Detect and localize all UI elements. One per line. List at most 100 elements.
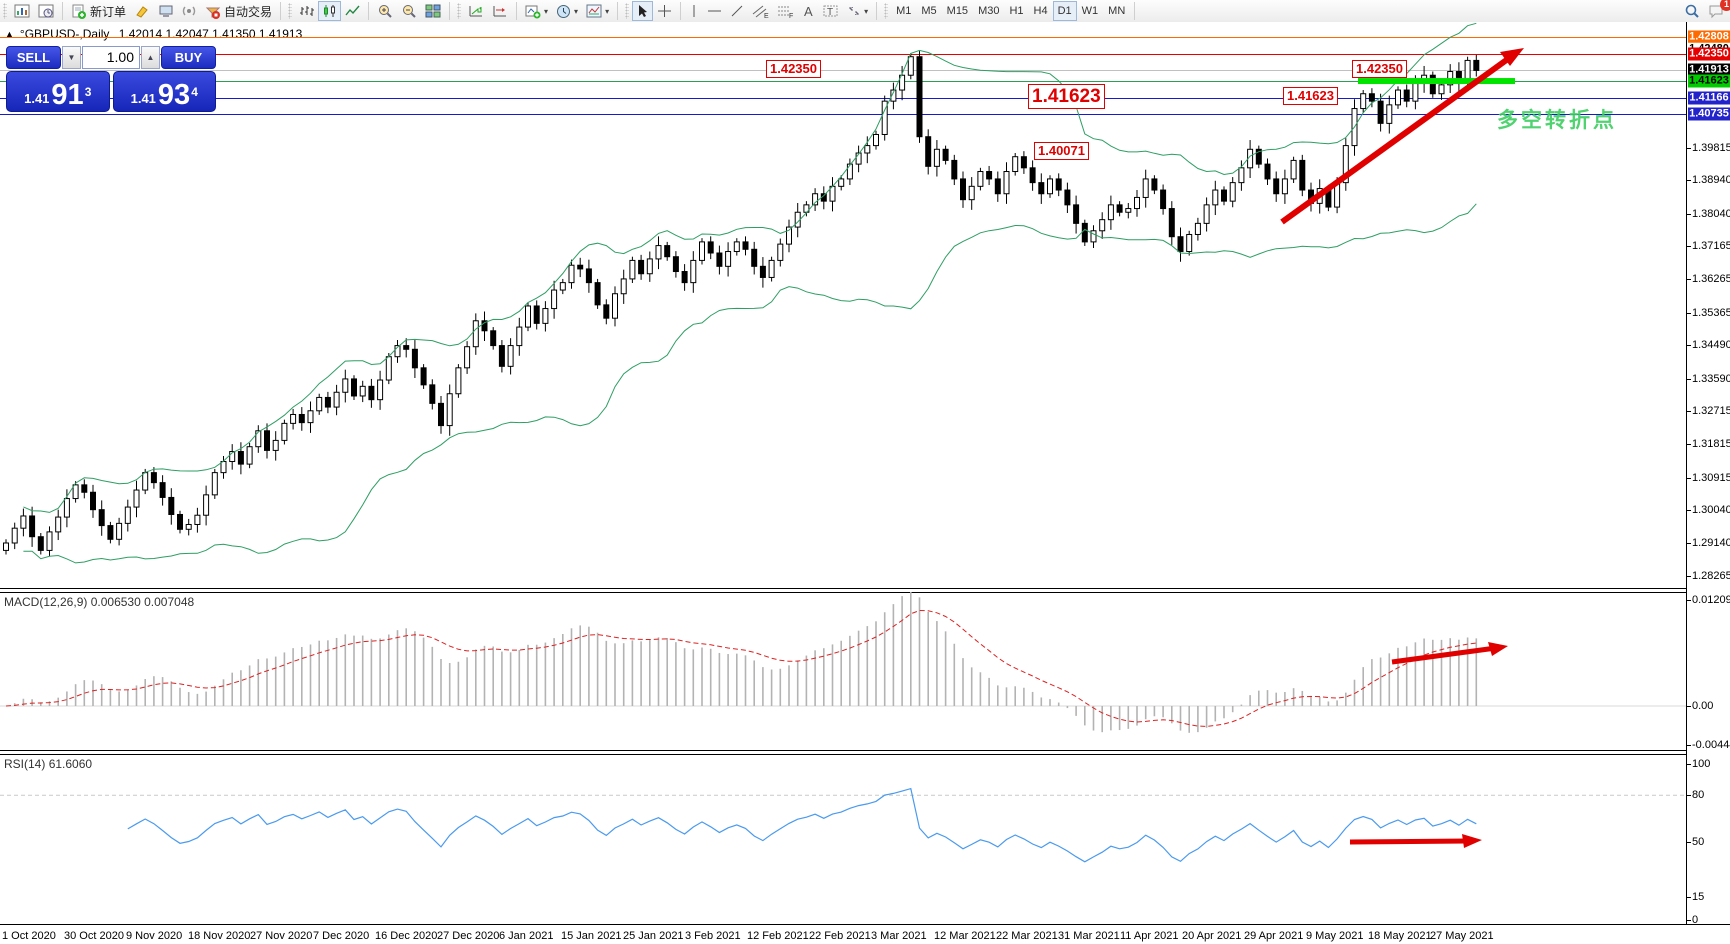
date-tick-label: 20 Apr 2021 xyxy=(1182,930,1242,942)
level-line[interactable] xyxy=(0,81,1686,82)
timeframe-button-m1[interactable]: M1 xyxy=(891,1,916,21)
highlighter-icon[interactable] xyxy=(130,1,154,21)
price-tick-label: 1.35365 xyxy=(1692,306,1730,319)
date-tick-label: 25 Jan 2021 xyxy=(623,930,684,942)
macd-tick-label: 0.01209 xyxy=(1692,594,1730,606)
sell-price-display[interactable]: 1.41 91 3 xyxy=(6,71,110,112)
macd-pane[interactable] xyxy=(0,592,1686,750)
price-tick xyxy=(1687,246,1691,248)
level-line[interactable] xyxy=(0,114,1686,115)
timeframe-button-m15[interactable]: M15 xyxy=(942,1,973,21)
date-tick-label: 29 Apr 2021 xyxy=(1244,930,1304,942)
date-tick-label: 22 Feb 2021 xyxy=(809,930,871,942)
chart-window-icon[interactable] xyxy=(10,1,34,21)
price-tick-label: 1.29140 xyxy=(1692,537,1730,550)
collapse-triangle-icon[interactable]: ▲ xyxy=(5,29,14,39)
zoom-in-icon[interactable] xyxy=(373,1,397,21)
price-tick xyxy=(1687,345,1691,347)
rsi-pane[interactable] xyxy=(0,754,1686,924)
chart-shift-icon[interactable] xyxy=(488,1,512,21)
auto-trading-button[interactable]: 自动交易 xyxy=(201,1,276,21)
arrows-button[interactable]: ▾ xyxy=(843,1,872,21)
cursor-button[interactable] xyxy=(632,1,654,21)
chart-window: ▲ °GBPUSD-,Daily 1.42014 1.42047 1.41350… xyxy=(0,22,1730,944)
text-label-button[interactable]: T xyxy=(819,1,843,21)
text-button[interactable]: A xyxy=(798,1,819,21)
line-chart-icon[interactable] xyxy=(341,1,364,21)
price-tick xyxy=(1687,510,1691,512)
price-tick-label: 1.31815 xyxy=(1692,438,1730,451)
pane-separator[interactable] xyxy=(0,750,1730,755)
timeframe-button-mn[interactable]: MN xyxy=(1103,1,1130,21)
new-order-label: 新订单 xyxy=(90,4,127,19)
date-tick-label: 7 Dec 2020 xyxy=(313,930,370,942)
tile-windows-icon[interactable] xyxy=(421,1,445,21)
price-tick-label: 1.28265 xyxy=(1692,569,1730,582)
buy-button[interactable]: BUY xyxy=(161,46,216,69)
horizontal-line-button[interactable] xyxy=(703,1,726,21)
profiles-icon[interactable] xyxy=(34,1,58,21)
level-line[interactable] xyxy=(0,70,1686,71)
signal-icon[interactable] xyxy=(178,1,201,21)
date-axis[interactable]: 1 Oct 2020 30 Oct 2020 9 Nov 2020 18 Nov 20… xyxy=(0,926,1730,944)
level-line[interactable] xyxy=(0,98,1686,99)
auto-trading-label: 自动交易 xyxy=(224,4,273,19)
date-tick-label: 31 Mar 2021 xyxy=(1058,930,1120,942)
price-annotation-box: 1.41623 xyxy=(1028,84,1105,109)
date-tick-label: 3 Mar 2021 xyxy=(871,930,927,942)
volume-decrease-button[interactable]: ▼ xyxy=(62,46,81,69)
price-tick-label: 1.37165 xyxy=(1692,240,1730,253)
price-tick xyxy=(1687,410,1691,412)
indicators-add-button[interactable]: ▾ xyxy=(521,1,552,21)
timeframe-button-h4[interactable]: H4 xyxy=(1029,1,1053,21)
candle-chart-icon[interactable] xyxy=(318,1,342,21)
fibonacci-button[interactable]: F xyxy=(773,1,798,21)
trendline-button[interactable] xyxy=(726,1,748,21)
timeframe-button-m5[interactable]: M5 xyxy=(916,1,941,21)
price-annotation-box: 1.42350 xyxy=(1352,60,1407,78)
price-axis[interactable]: 1.39815 1.38940 1.38040 1.37165 1.36265 1.353… xyxy=(1686,22,1730,926)
rsi-tick xyxy=(1687,795,1691,797)
volume-increase-button[interactable]: ▲ xyxy=(141,46,160,69)
price-tick-label: 1.32715 xyxy=(1692,404,1730,417)
price-tag: 1.41913 xyxy=(1688,63,1730,77)
notification-badge: 1 xyxy=(1720,0,1730,11)
level-line[interactable] xyxy=(0,54,1686,55)
zoom-out-icon[interactable] xyxy=(397,1,421,21)
autoscroll-icon[interactable] xyxy=(464,1,488,21)
buy-price-display[interactable]: 1.41 93 4 xyxy=(112,71,216,112)
timeframe-button-w1[interactable]: W1 xyxy=(1077,1,1104,21)
chat-button[interactable]: 1 xyxy=(1704,0,1730,21)
vertical-line-button[interactable] xyxy=(685,1,703,21)
sell-button[interactable]: SELL xyxy=(6,46,61,69)
date-tick-label: 12 Mar 2021 xyxy=(934,930,996,942)
rsi-tick xyxy=(1687,842,1691,843)
main-chart-pane[interactable] xyxy=(0,22,1686,588)
level-line[interactable] xyxy=(0,37,1686,38)
equidistant-channel-button[interactable]: E xyxy=(748,1,773,21)
price-tick xyxy=(1687,148,1691,149)
price-tick-label: 1.34490 xyxy=(1692,339,1730,352)
svg-text:T: T xyxy=(827,7,833,18)
new-order-button[interactable]: 新订单 xyxy=(67,1,130,21)
timeframe-button-d1[interactable]: D1 xyxy=(1052,1,1077,21)
timeframe-button-h1[interactable]: H1 xyxy=(1004,1,1028,21)
timeframe-button-m30[interactable]: M30 xyxy=(973,1,1004,21)
pane-separator[interactable] xyxy=(0,588,1730,593)
price-tick-label: 1.30040 xyxy=(1692,504,1730,517)
price-tick-label: 1.33590 xyxy=(1692,372,1730,385)
one-click-trading-panel: SELL ▼ 1.00 ▲ BUY 1.41 91 3 1.41 93 4 xyxy=(6,46,216,112)
terminal-icon[interactable] xyxy=(154,1,178,21)
date-tick-label: 3 Feb 2021 xyxy=(685,930,741,942)
price-tick xyxy=(1687,213,1691,215)
date-tick-label: 18 Nov 2020 xyxy=(188,930,251,942)
bar-chart-icon[interactable] xyxy=(295,1,318,21)
periods-button[interactable]: ▾ xyxy=(552,1,582,21)
price-tag: 1.42480 xyxy=(1688,42,1730,48)
search-icon[interactable] xyxy=(1680,1,1704,21)
rsi-tick-label: 15 xyxy=(1692,890,1705,903)
templates-button[interactable]: ▾ xyxy=(582,1,613,21)
crosshair-button[interactable] xyxy=(653,1,676,21)
volume-input[interactable]: 1.00 xyxy=(82,46,140,69)
